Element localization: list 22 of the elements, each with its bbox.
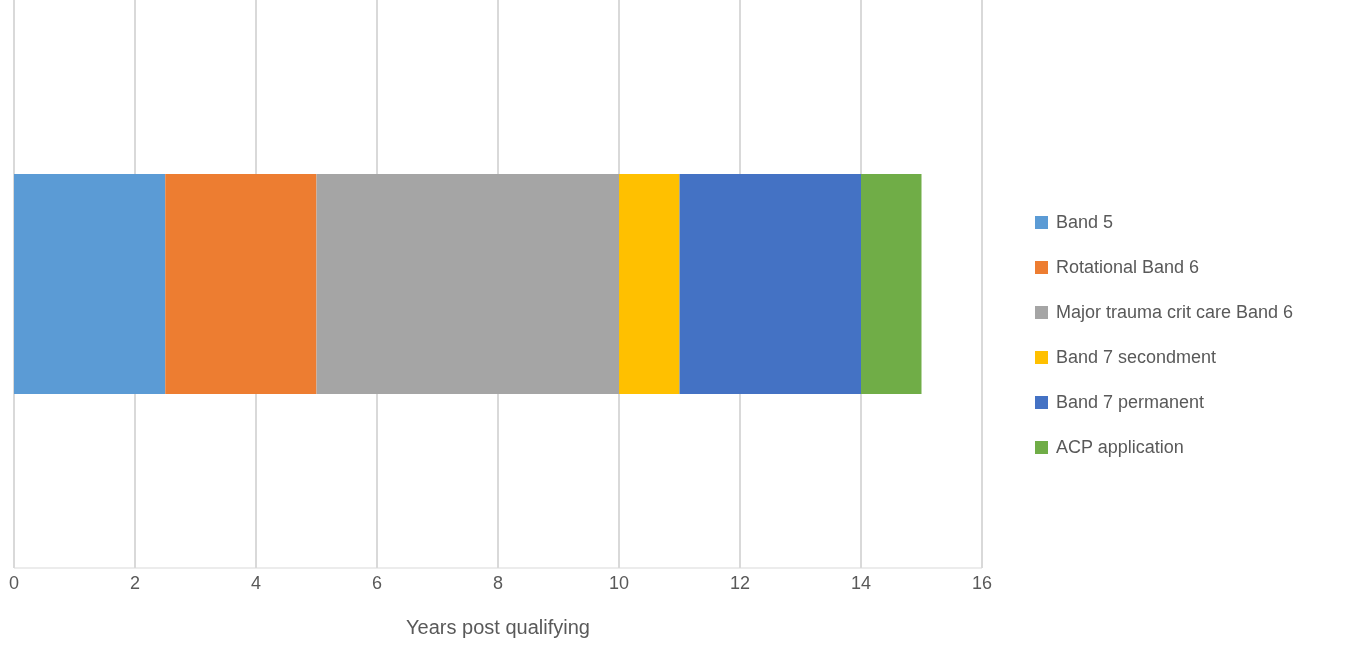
legend-label: Band 7 secondment (1056, 347, 1217, 368)
bar (679, 174, 861, 394)
legend-label: ACP application (1056, 437, 1184, 458)
legend-label: Major trauma crit care Band 6 (1056, 302, 1294, 323)
legend-label: Band 5 (1056, 212, 1114, 233)
legend-label: Band 7 permanent (1056, 392, 1205, 413)
x-tick-label: 10 (608, 572, 630, 593)
x-tick-label: 8 (492, 572, 504, 593)
x-tick-label: 0 (8, 572, 20, 593)
legend-label: Rotational Band 6 (1056, 257, 1200, 278)
bar (165, 174, 317, 394)
bar (14, 174, 166, 394)
x-tick-label: 2 (129, 572, 141, 593)
bar (316, 174, 619, 394)
x-tick-label: 14 (850, 572, 872, 593)
x-tick-label: 12 (729, 572, 751, 593)
bar (861, 174, 922, 394)
x-tick-label: 16 (971, 572, 993, 593)
x-axis-title: Years post qualifying (406, 616, 590, 638)
x-tick-label: 4 (250, 572, 262, 593)
bar (619, 174, 680, 394)
x-tick-label: 6 (371, 572, 383, 593)
